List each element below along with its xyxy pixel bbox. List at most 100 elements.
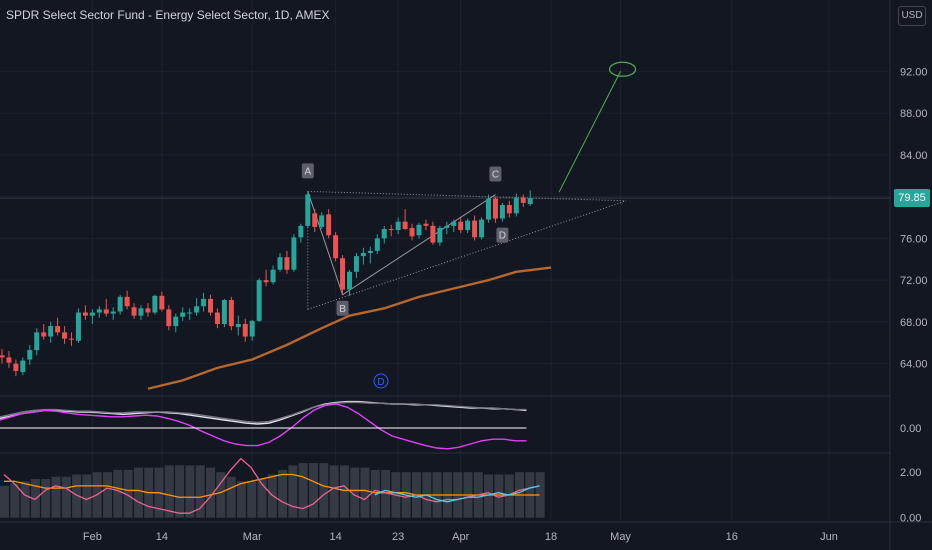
candle-body bbox=[506, 204, 512, 214]
candle-body bbox=[131, 307, 137, 316]
price-tick-label: 64.00 bbox=[900, 359, 928, 371]
candle-body bbox=[520, 197, 526, 203]
histogram-bar bbox=[10, 483, 20, 518]
histogram-bar bbox=[370, 469, 380, 518]
pattern-label-d: D bbox=[499, 231, 506, 242]
date-tick-label: 14 bbox=[329, 531, 341, 543]
pane2-tick-label: 0.00 bbox=[900, 513, 921, 525]
histogram-bar bbox=[309, 463, 318, 518]
candle-body bbox=[319, 215, 325, 227]
histogram-bar bbox=[257, 479, 267, 518]
histogram-bar bbox=[339, 465, 349, 518]
candle-body bbox=[62, 332, 68, 339]
pane2-tick-label: 2.00 bbox=[900, 467, 921, 479]
candle-body bbox=[416, 224, 422, 236]
histogram-bar bbox=[360, 467, 370, 518]
histogram-bar bbox=[113, 469, 123, 518]
pattern-label-bg bbox=[301, 163, 314, 179]
candle-body bbox=[527, 198, 533, 204]
histogram-bar bbox=[350, 467, 360, 518]
oscillator-line bbox=[0, 400, 527, 425]
date-tick-label: Feb bbox=[83, 531, 102, 543]
candle-body bbox=[263, 280, 269, 283]
candle-body bbox=[367, 250, 373, 253]
date-tick-label: 18 bbox=[545, 531, 557, 543]
candle-body bbox=[82, 312, 88, 316]
histogram-bar bbox=[247, 481, 257, 518]
stochastic-pane: D bbox=[0, 373, 527, 450]
candle-body bbox=[277, 257, 283, 270]
candle-body bbox=[326, 214, 332, 236]
histogram-cyan-line bbox=[374, 485, 540, 503]
candle-body bbox=[492, 198, 498, 219]
candle-body bbox=[284, 257, 290, 270]
candle-body bbox=[353, 256, 359, 272]
histogram-bar bbox=[175, 465, 185, 518]
price-axis[interactable]: 0.002.000.0092.0088.0084.0080.0076.0072.… bbox=[900, 66, 928, 524]
histogram-bar bbox=[123, 469, 133, 518]
candle-body bbox=[374, 238, 380, 251]
histogram-bar bbox=[381, 469, 391, 518]
histogram-bar bbox=[103, 472, 112, 518]
price-tick-label: 84.00 bbox=[900, 150, 928, 162]
candle-body bbox=[6, 357, 12, 363]
candle-body bbox=[145, 308, 151, 313]
date-tick-label: Jun bbox=[820, 531, 838, 543]
projection-line[interactable] bbox=[558, 61, 637, 193]
date-tick-label: 16 bbox=[726, 531, 738, 543]
candle-body bbox=[0, 355, 5, 358]
candle-body bbox=[235, 324, 241, 328]
candle-body bbox=[242, 324, 248, 337]
histogram-bar bbox=[329, 465, 339, 518]
pane1-tick-label: 0.00 bbox=[900, 423, 921, 435]
histogram-orange-line bbox=[4, 473, 540, 498]
histogram-bar bbox=[278, 469, 288, 518]
moving-average-line bbox=[147, 266, 552, 390]
date-tick-label: Apr bbox=[452, 531, 469, 543]
histogram-bar bbox=[164, 465, 174, 518]
candle-body bbox=[333, 235, 339, 259]
candle-body bbox=[228, 299, 234, 327]
candle-body bbox=[430, 225, 436, 243]
candle-body bbox=[381, 228, 387, 239]
candle-body bbox=[465, 220, 471, 231]
candle-body bbox=[423, 223, 429, 226]
oscillator-line bbox=[0, 401, 527, 424]
moving-average-path bbox=[147, 266, 552, 390]
candle-body bbox=[173, 316, 179, 327]
candle-body bbox=[110, 311, 116, 314]
candle-body bbox=[69, 338, 74, 340]
date-tick-label: 14 bbox=[156, 531, 168, 543]
histogram-bar bbox=[20, 481, 30, 518]
price-tick-label: 72.00 bbox=[900, 275, 928, 287]
candle-body bbox=[388, 228, 394, 231]
histogram-bar bbox=[319, 463, 329, 518]
date-tick-label: Mar bbox=[243, 531, 262, 543]
time-axis[interactable]: Feb 14 Mar 14 23 Apr 18 May 16 Jun bbox=[83, 531, 838, 543]
candle-body bbox=[75, 312, 81, 341]
candle-body bbox=[138, 308, 144, 316]
price-tick-label: 88.00 bbox=[900, 108, 928, 120]
histogram-bar bbox=[236, 481, 246, 518]
candle-body bbox=[34, 332, 40, 351]
event-marker bbox=[373, 373, 389, 389]
currency-button[interactable]: USD bbox=[898, 6, 926, 26]
candle-body bbox=[89, 312, 95, 316]
candle-body bbox=[486, 198, 491, 220]
candle-body bbox=[41, 332, 47, 337]
histogram-bar bbox=[41, 479, 51, 518]
candle-body bbox=[402, 221, 408, 229]
histogram-bar bbox=[504, 474, 514, 518]
last-price-tag: 79.85 bbox=[894, 189, 930, 208]
price-tick-label: 92.00 bbox=[900, 66, 928, 78]
histogram-bar bbox=[72, 474, 82, 518]
candle-body bbox=[48, 326, 54, 337]
candle-body bbox=[472, 220, 478, 238]
histogram-bar bbox=[216, 472, 226, 518]
candle-body bbox=[187, 312, 193, 314]
oscillator-line bbox=[0, 403, 527, 450]
projection-line-path bbox=[558, 71, 621, 193]
histogram-bar bbox=[51, 476, 61, 518]
candle-body bbox=[479, 219, 485, 238]
